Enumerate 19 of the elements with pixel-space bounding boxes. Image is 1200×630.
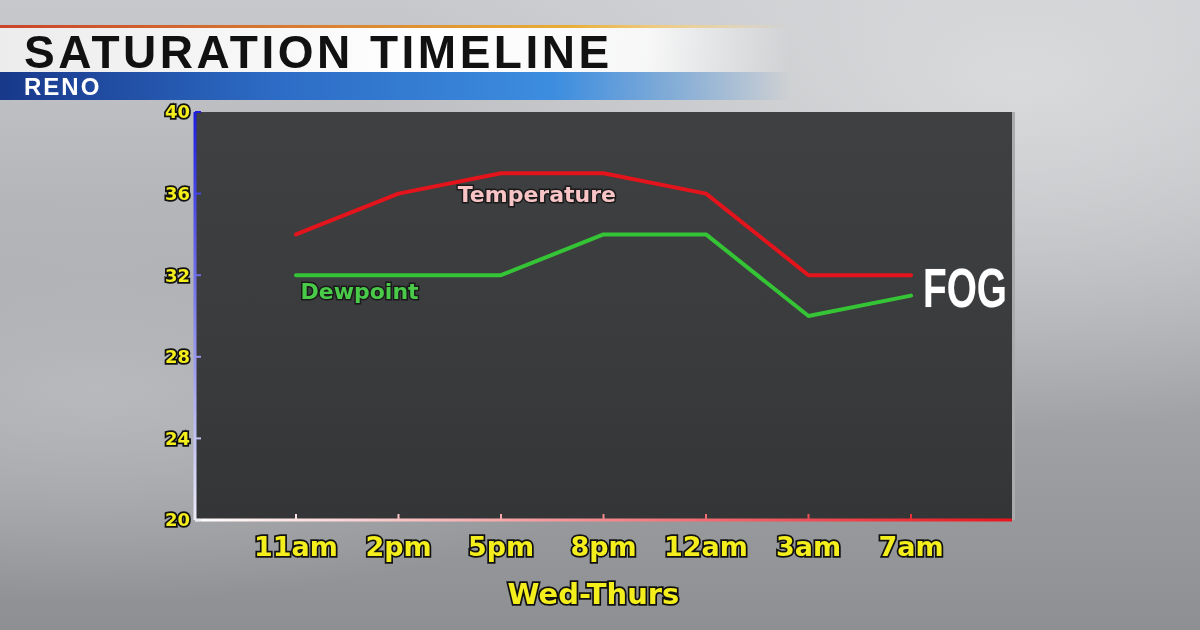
y-tick-label: 24 <box>164 427 190 449</box>
x-tick-label: 2pm <box>365 531 432 563</box>
x-tick-label: 7am <box>878 531 944 563</box>
x-tick-label: 8pm <box>570 531 637 563</box>
x-tick-label: 12am <box>664 531 748 563</box>
y-tick-label: 36 <box>164 183 190 205</box>
x-tick-label: 5pm <box>467 531 535 563</box>
annotation: FOG <box>923 255 1045 319</box>
y-tick-label: 40 <box>164 101 190 123</box>
line-series <box>294 232 913 318</box>
y-tick-label: 20 <box>164 509 190 531</box>
x-tick-label: 3am <box>775 531 842 563</box>
series-label: Temperature <box>457 181 616 207</box>
series-label: Dewpoint <box>300 278 420 304</box>
x-tick-label: 11am <box>254 531 338 563</box>
line-series <box>294 171 913 278</box>
x-axis-title: Wed-Thurs <box>507 577 680 611</box>
y-tick-label: 32 <box>164 264 190 286</box>
y-tick-label: 28 <box>164 346 190 368</box>
